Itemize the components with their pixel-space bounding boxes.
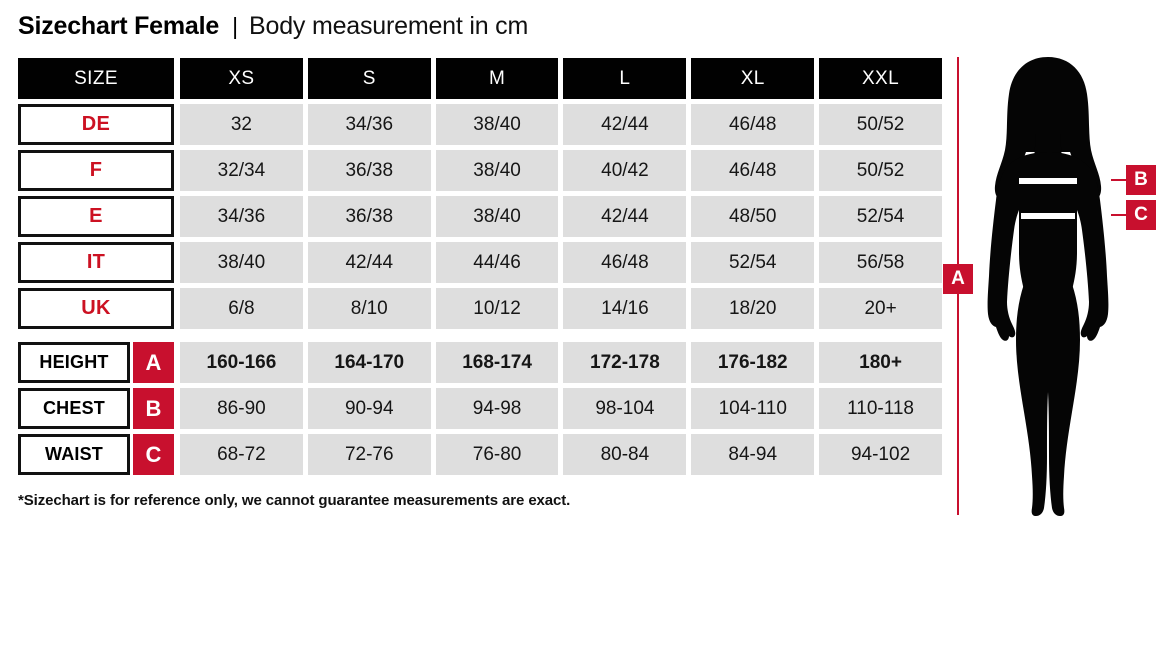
measurement-name-height: HEIGHT <box>18 342 130 383</box>
body-figure-panel: A B C <box>930 52 1169 522</box>
cell-chest-xs: 86-90 <box>180 388 303 429</box>
cell-f-m: 38/40 <box>435 150 559 191</box>
table-row: UK 6/8 8/10 10/12 14/16 18/20 20+ <box>18 288 942 329</box>
row-label-height: HEIGHT A <box>18 342 174 383</box>
measurement-name-chest: CHEST <box>18 388 130 429</box>
table-row: DE 32 34/36 38/40 42/44 46/48 50/52 <box>18 104 942 145</box>
header-size-l: L <box>563 58 687 99</box>
table-header-row: SIZE XS S M L XL XXL <box>18 58 942 99</box>
measurement-badge-b: B <box>133 388 174 429</box>
cell-it-l: 46/48 <box>563 242 687 283</box>
row-label-uk: UK <box>18 288 174 329</box>
row-label-it: IT <box>18 242 174 283</box>
cell-uk-xl: 18/20 <box>691 288 815 329</box>
page-title: Sizechart Female | Body measurement in c… <box>18 12 528 41</box>
cell-de-xs: 32 <box>180 104 303 145</box>
title-separator: | <box>232 13 239 39</box>
cell-chest-s: 90-94 <box>307 388 431 429</box>
cell-e-xl: 48/50 <box>691 196 815 237</box>
cell-uk-xs: 6/8 <box>180 288 303 329</box>
header-size-m: M <box>435 58 559 99</box>
cell-height-xl: 176-182 <box>691 342 815 383</box>
table-row: CHEST B 86-90 90-94 94-98 98-104 104-110… <box>18 388 942 429</box>
cell-uk-xxl: 20+ <box>819 288 942 329</box>
table-row: HEIGHT A 160-166 164-170 168-174 172-178… <box>18 342 942 383</box>
cell-waist-xl: 84-94 <box>691 434 815 475</box>
female-body-silhouette-icon <box>987 57 1109 516</box>
cell-height-m: 168-174 <box>435 342 559 383</box>
measurement-badge-c: C <box>133 434 174 475</box>
cell-chest-m: 94-98 <box>435 388 559 429</box>
cell-it-m: 44/46 <box>435 242 559 283</box>
cell-f-s: 36/38 <box>307 150 431 191</box>
chest-leader-line <box>1111 179 1126 181</box>
header-size-xxl: XXL <box>819 58 942 99</box>
waist-marker-c-badge: C <box>1126 200 1156 230</box>
measurement-badge-a: A <box>133 342 174 383</box>
page-title-main: Sizechart Female <box>18 12 220 40</box>
cell-de-xxl: 50/52 <box>819 104 942 145</box>
cell-e-s: 36/38 <box>307 196 431 237</box>
table-row: E 34/36 36/38 38/40 42/44 48/50 52/54 <box>18 196 942 237</box>
cell-height-l: 172-178 <box>563 342 687 383</box>
cell-uk-l: 14/16 <box>563 288 687 329</box>
cell-it-xl: 52/54 <box>691 242 815 283</box>
cell-e-xxl: 52/54 <box>819 196 942 237</box>
cell-f-xl: 46/48 <box>691 150 815 191</box>
cell-chest-xxl: 110-118 <box>819 388 942 429</box>
cell-waist-l: 80-84 <box>563 434 687 475</box>
cell-e-m: 38/40 <box>435 196 559 237</box>
cell-f-xxl: 50/52 <box>819 150 942 191</box>
cell-waist-xxl: 94-102 <box>819 434 942 475</box>
height-marker-a-badge: A <box>943 264 973 294</box>
row-label-chest: CHEST B <box>18 388 174 429</box>
table-row: F 32/34 36/38 38/40 40/42 46/48 50/52 <box>18 150 942 191</box>
row-label-de: DE <box>18 104 174 145</box>
row-label-e: E <box>18 196 174 237</box>
sizechart-table: SIZE XS S M L XL XXL DE 32 34/36 38/40 4… <box>18 58 942 480</box>
cell-de-l: 42/44 <box>563 104 687 145</box>
cell-f-l: 40/42 <box>563 150 687 191</box>
row-label-f: F <box>18 150 174 191</box>
cell-height-s: 164-170 <box>307 342 431 383</box>
row-label-waist: WAIST C <box>18 434 174 475</box>
table-row: WAIST C 68-72 72-76 76-80 80-84 84-94 94… <box>18 434 942 475</box>
cell-it-s: 42/44 <box>307 242 431 283</box>
measurement-name-waist: WAIST <box>18 434 130 475</box>
cell-e-xs: 34/36 <box>180 196 303 237</box>
cell-it-xxl: 56/58 <box>819 242 942 283</box>
cell-it-xs: 38/40 <box>180 242 303 283</box>
header-label-size: SIZE <box>18 58 174 99</box>
cell-height-xxl: 180+ <box>819 342 942 383</box>
cell-waist-m: 76-80 <box>435 434 559 475</box>
header-size-s: S <box>307 58 431 99</box>
cell-de-xl: 46/48 <box>691 104 815 145</box>
cell-de-s: 34/36 <box>307 104 431 145</box>
footnote-disclaimer: *Sizechart is for reference only, we can… <box>18 492 571 509</box>
waist-leader-line <box>1111 214 1126 216</box>
cell-uk-m: 10/12 <box>435 288 559 329</box>
cell-uk-s: 8/10 <box>307 288 431 329</box>
header-size-xl: XL <box>691 58 815 99</box>
chest-marker-b-badge: B <box>1126 165 1156 195</box>
cell-e-l: 42/44 <box>563 196 687 237</box>
cell-f-xs: 32/34 <box>180 150 303 191</box>
cell-waist-xs: 68-72 <box>180 434 303 475</box>
cell-height-xs: 160-166 <box>180 342 303 383</box>
cell-chest-l: 98-104 <box>563 388 687 429</box>
table-row: IT 38/40 42/44 44/46 46/48 52/54 56/58 <box>18 242 942 283</box>
page-title-subtitle: Body measurement in cm <box>249 12 529 40</box>
cell-chest-xl: 104-110 <box>691 388 815 429</box>
cell-waist-s: 72-76 <box>307 434 431 475</box>
header-size-xs: XS <box>180 58 303 99</box>
cell-de-m: 38/40 <box>435 104 559 145</box>
